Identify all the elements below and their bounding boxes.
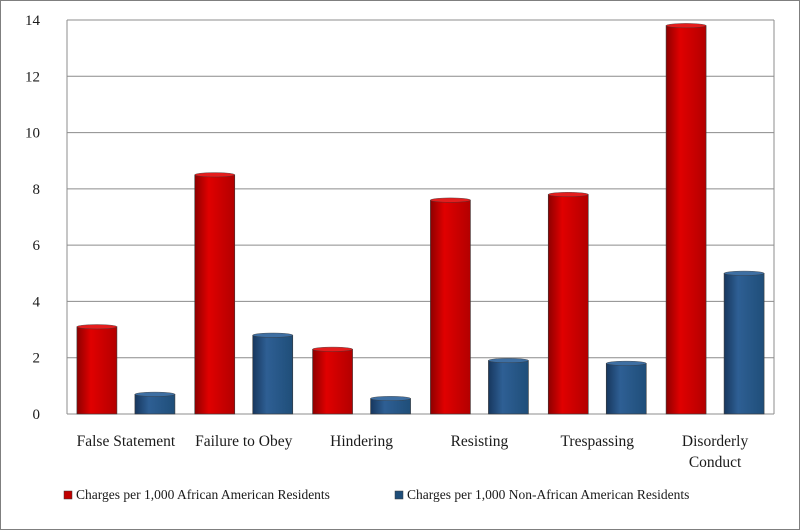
legend-label: Charges per 1,000 African American Resid… — [76, 487, 330, 502]
bar-cap — [430, 197, 471, 203]
bar — [430, 199, 471, 415]
y-tick-label: 0 — [33, 407, 41, 423]
bar — [312, 348, 353, 415]
bar — [252, 334, 294, 415]
x-tick-label: Resisting — [451, 433, 509, 450]
x-tick-label: Hindering — [330, 433, 393, 450]
bar-cap — [548, 192, 589, 197]
x-tick-label: Trespassing — [561, 433, 635, 450]
bar — [76, 326, 118, 415]
y-tick-label: 14 — [25, 13, 41, 29]
bar-cap — [723, 270, 765, 276]
bar-cap — [665, 23, 707, 29]
bar-cap — [312, 346, 353, 352]
bar — [194, 174, 236, 415]
axes — [66, 19, 775, 415]
axis-labels: 0 2 4 6 8 10 12 14 False Statement Failure to Obe… — [25, 13, 748, 471]
x-tick-label: Failure to Obey — [195, 433, 293, 450]
bar — [547, 194, 589, 415]
bar-cap — [606, 360, 647, 366]
bar-cap — [370, 396, 411, 401]
bar-cap — [76, 324, 118, 330]
y-tick-label: 12 — [25, 69, 40, 85]
legend-swatch — [63, 490, 73, 500]
legend-swatch — [394, 490, 404, 500]
y-tick-label: 2 — [33, 351, 41, 367]
bar — [134, 393, 176, 415]
legend-label: Charges per 1,000 Non-African American R… — [407, 487, 689, 502]
bar-cap — [134, 391, 176, 397]
bar — [488, 360, 529, 415]
x-tick-label: Disorderly — [682, 433, 749, 450]
y-tick-label: 10 — [25, 126, 40, 142]
bar-cap — [488, 358, 529, 363]
y-tick-label: 8 — [33, 182, 41, 198]
x-tick-label: False Statement — [77, 433, 176, 450]
x-tick-label: Conduct — [689, 454, 742, 471]
bar — [665, 25, 707, 415]
bar-cap — [252, 332, 293, 338]
bar-cap — [194, 172, 235, 178]
y-tick-label: 4 — [33, 294, 41, 310]
bar — [605, 363, 647, 415]
legend: Charges per 1,000 African American Resid… — [63, 487, 689, 502]
bar — [723, 272, 765, 415]
y-tick-label: 6 — [33, 238, 41, 254]
bars — [76, 23, 765, 415]
